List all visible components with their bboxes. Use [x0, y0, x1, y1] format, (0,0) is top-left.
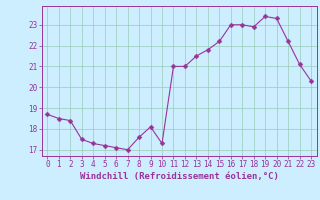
X-axis label: Windchill (Refroidissement éolien,°C): Windchill (Refroidissement éolien,°C) — [80, 172, 279, 181]
